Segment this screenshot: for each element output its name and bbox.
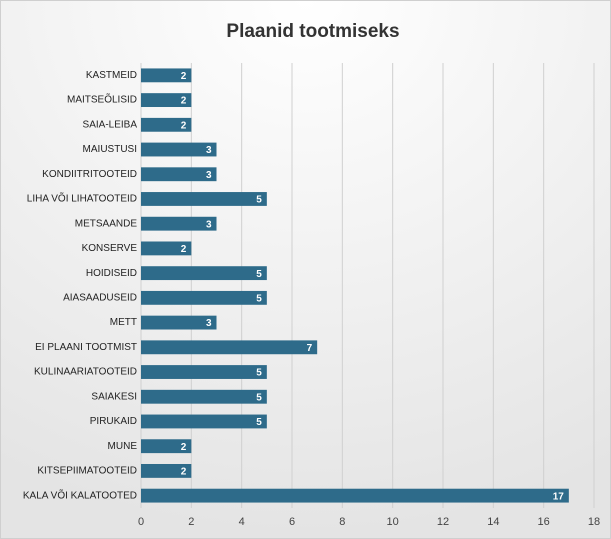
y-tick-label: MAIUSTUSI <box>83 144 137 155</box>
x-tick-label: 8 <box>339 516 345 528</box>
bar <box>141 266 267 281</box>
value-label: 5 <box>256 294 262 305</box>
y-tick-label: KONDIITRITOOTEID <box>42 169 137 180</box>
value-label: 3 <box>206 318 212 329</box>
y-tick-label: KONSERVE <box>82 243 138 254</box>
x-tick-label: 0 <box>138 516 144 528</box>
value-label: 17 <box>553 491 565 502</box>
x-tick-label: 2 <box>188 516 194 528</box>
chart-title: Plaanid tootmiseks <box>226 21 399 42</box>
y-tick-label: KALA VÕI KALATOOTED <box>23 488 137 501</box>
value-label: 5 <box>256 195 262 206</box>
bar <box>141 192 267 206</box>
bar <box>141 142 217 157</box>
bar <box>141 488 569 503</box>
value-label: 5 <box>256 368 262 379</box>
y-tick-label: HOIDISEID <box>86 268 137 279</box>
x-tick-label: 6 <box>289 516 295 528</box>
value-label: 5 <box>256 392 262 403</box>
y-tick-label: KITSEPIIMATOOTEID <box>37 466 137 477</box>
y-tick-label: PIRUKAID <box>90 416 137 427</box>
x-tick-label: 10 <box>387 516 399 528</box>
bar <box>141 463 192 478</box>
y-tick-label: KASTMEID <box>86 70 137 81</box>
value-label: 3 <box>206 170 212 181</box>
value-label: 2 <box>181 96 187 107</box>
x-tick-label: 16 <box>538 516 550 528</box>
y-tick-label: LIHA VÕI LIHATOOTEID <box>27 192 137 205</box>
x-tick-label: 14 <box>487 516 499 528</box>
bar <box>141 290 267 305</box>
bar <box>141 241 192 256</box>
bar <box>141 68 192 83</box>
y-tick-label: METSAANDE <box>75 218 138 229</box>
bar <box>141 315 217 330</box>
bar <box>141 389 267 404</box>
bar <box>141 93 192 108</box>
bar <box>141 117 192 132</box>
x-tick-label: 18 <box>588 516 600 528</box>
y-tick-label: METT <box>110 317 137 328</box>
bar <box>141 216 217 231</box>
bar <box>141 439 192 454</box>
y-tick-label: MUNE <box>108 441 138 452</box>
y-tick-label: EI PLAANI TOOTMIST <box>35 342 137 353</box>
y-tick-label: MAITSEÕLISID <box>67 93 137 106</box>
value-label: 5 <box>256 417 262 428</box>
value-label: 3 <box>206 219 212 230</box>
y-tick-label: SAIAKESI <box>91 391 137 402</box>
bar <box>141 340 318 355</box>
y-tick-label: AIASAADUSEID <box>63 293 137 304</box>
value-label: 2 <box>181 442 187 453</box>
y-tick-label: KULINAARIATOOTEID <box>34 367 137 378</box>
value-label: 3 <box>206 145 212 156</box>
value-label: 2 <box>181 467 187 478</box>
bar <box>141 167 217 182</box>
value-label: 2 <box>181 120 187 131</box>
y-tick-label: SAIA-LEIBA <box>83 119 138 130</box>
value-label: 2 <box>181 244 187 255</box>
value-label: 7 <box>307 343 313 354</box>
value-label: 5 <box>256 269 262 280</box>
bar <box>141 365 267 379</box>
value-label: 2 <box>181 71 187 82</box>
x-tick-label: 12 <box>437 516 449 528</box>
x-tick-label: 4 <box>239 516 245 528</box>
bar <box>141 414 267 429</box>
